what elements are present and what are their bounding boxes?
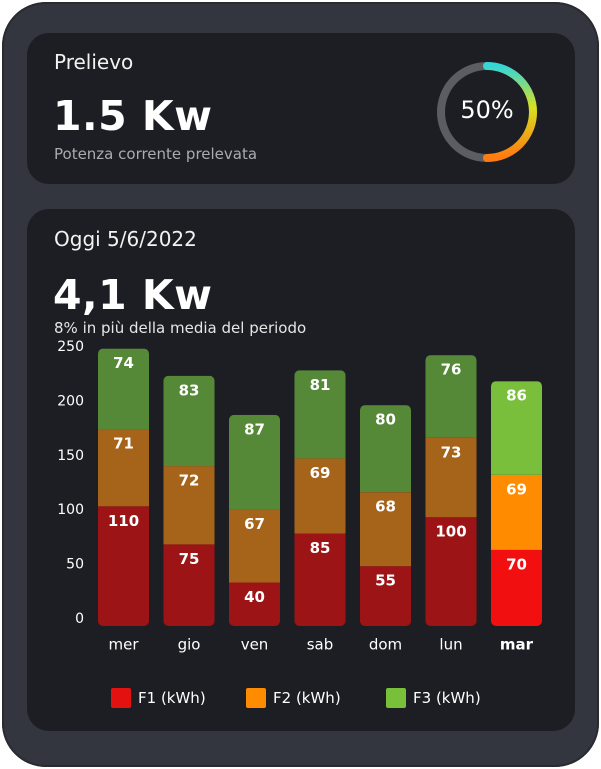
oggi-subtitle: 8% in più della media del periodo xyxy=(54,319,307,337)
bar-segment-ven-f3 xyxy=(229,414,280,510)
data-label: 69 xyxy=(506,480,527,498)
bar-gio xyxy=(163,375,215,626)
gauge-ring xyxy=(437,62,537,162)
bar-segment-ven-f2 xyxy=(229,509,280,583)
data-label: 75 xyxy=(179,550,200,568)
legend-item-f3: F3 (kWh) xyxy=(386,688,481,708)
gauge-fill xyxy=(483,62,537,162)
bar-segment-dom-f1 xyxy=(360,566,411,626)
bar-ven xyxy=(229,414,280,626)
bar-dom xyxy=(360,405,411,626)
y-tick-label: 50 xyxy=(66,557,84,573)
bar-segment-dom-f3 xyxy=(360,405,411,493)
prelievo-value: 1.5 Kw xyxy=(53,92,213,140)
data-label: 110 xyxy=(108,512,139,530)
legend-label-f3: F3 (kWh) xyxy=(413,689,481,707)
data-label: 67 xyxy=(244,515,265,533)
x-tick-label: sab xyxy=(307,636,334,654)
bar-segment-lun-f1 xyxy=(425,517,477,626)
bar-segment-mer-f2 xyxy=(98,429,149,507)
data-label: 74 xyxy=(113,354,134,372)
bar-segment-sab-f1 xyxy=(294,533,346,626)
bar-mer xyxy=(98,348,149,626)
legend-item-f1: F1 (kWh) xyxy=(111,688,206,708)
bar-segment-mar-f3 xyxy=(491,381,542,475)
x-tick-label: ven xyxy=(241,636,269,654)
data-label: 68 xyxy=(375,498,396,516)
x-tick-label: mer xyxy=(108,636,139,654)
data-label: 76 xyxy=(441,361,462,379)
legend-swatch-f1 xyxy=(111,688,131,708)
y-tick-label: 0 xyxy=(75,611,84,627)
data-label: 70 xyxy=(506,555,527,573)
stacked-bar-chart: 0 50 100 150 200 250 110 71 74 mer 75 72 83 gio 40 67 87… xyxy=(57,340,542,654)
bar-segment-gio-f1 xyxy=(163,544,215,626)
data-label: 71 xyxy=(113,435,134,453)
data-label: 100 xyxy=(435,523,466,541)
data-label: 72 xyxy=(179,472,200,490)
legend-swatch-f3 xyxy=(386,688,406,708)
bar-mar xyxy=(491,381,542,626)
bar-segment-ven-f1 xyxy=(229,582,280,626)
bar-segment-mer-f3 xyxy=(98,348,149,430)
bar-segment-mar-f2 xyxy=(491,474,542,550)
data-label: 69 xyxy=(310,464,331,482)
y-tick-label: 100 xyxy=(57,502,84,518)
bar-segment-gio-f3 xyxy=(163,375,215,467)
x-tick-label: gio xyxy=(178,636,201,654)
x-tick-label: lun xyxy=(439,636,462,654)
data-label: 86 xyxy=(506,387,527,405)
bar-segment-mer-f1 xyxy=(98,506,149,626)
oggi-title: Oggi 5/6/2022 xyxy=(54,227,197,251)
bar-sab xyxy=(294,370,346,626)
data-label: 81 xyxy=(310,376,331,394)
bar-segment-dom-f2 xyxy=(360,492,411,567)
x-tick-label: mar xyxy=(500,636,534,654)
x-tick-label: dom xyxy=(369,636,402,654)
y-tick-label: 200 xyxy=(57,393,84,409)
bar-segment-gio-f2 xyxy=(163,466,215,545)
data-label: 73 xyxy=(441,443,462,461)
data-label: 80 xyxy=(375,411,396,429)
data-label: 87 xyxy=(244,420,265,438)
bar-segment-mar-f1 xyxy=(491,549,542,626)
legend-item-f2: F2 (kWh) xyxy=(246,688,341,708)
legend-label-f1: F1 (kWh) xyxy=(138,689,206,707)
data-label: 55 xyxy=(375,572,396,590)
bar-lun xyxy=(425,355,477,626)
bar-segment-sab-f3 xyxy=(294,370,346,459)
bar-segment-lun-f3 xyxy=(425,355,477,438)
bar-segment-lun-f2 xyxy=(425,437,477,518)
data-label: 40 xyxy=(244,588,265,606)
y-tick-label: 150 xyxy=(57,448,84,464)
legend-swatch-f2 xyxy=(246,688,266,708)
y-tick-label: 250 xyxy=(57,340,84,355)
gauge-label: 50% xyxy=(460,96,514,124)
prelievo-subtitle: Potenza corrente prelevata xyxy=(54,145,258,163)
prelievo-title: Prelievo xyxy=(54,50,134,74)
bar-segment-sab-f2 xyxy=(294,458,346,534)
legend-label-f2: F2 (kWh) xyxy=(273,689,341,707)
oggi-value: 4,1 Kw xyxy=(53,271,213,319)
data-label: 83 xyxy=(179,381,200,399)
data-label: 85 xyxy=(310,539,331,557)
